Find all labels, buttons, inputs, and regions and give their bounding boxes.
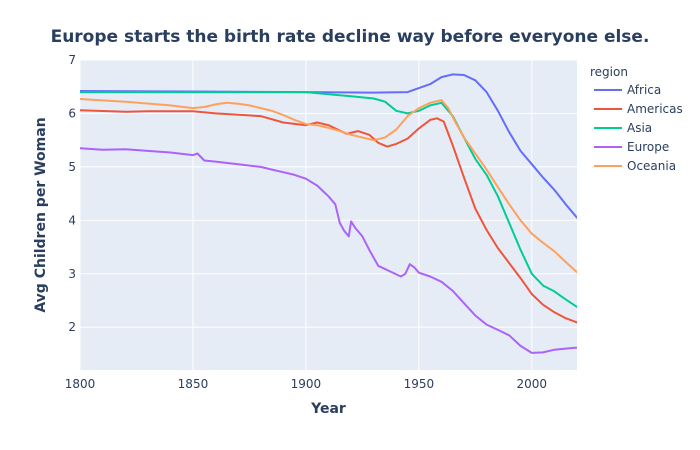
- legend-label: Europe: [627, 140, 669, 154]
- x-axis-title: Year: [310, 401, 346, 417]
- series-line-oceania: [80, 98, 577, 274]
- y-axis-ticks: 2 3 4 5 6 7: [68, 53, 76, 334]
- y-tick-label: 4: [68, 213, 76, 227]
- gridlines: [79, 59, 577, 370]
- legend-label: Americas: [627, 102, 683, 116]
- chart-title: Europe starts the birth rate decline way…: [51, 27, 650, 47]
- legend-item-americas[interactable]: Americas: [594, 102, 683, 116]
- y-tick-label: 6: [68, 106, 76, 120]
- legend-item-asia[interactable]: Asia: [594, 121, 652, 135]
- series-line-americas: [80, 109, 577, 324]
- legend-item-africa[interactable]: Africa: [594, 83, 661, 97]
- legend-label: Oceania: [627, 159, 676, 173]
- x-tick-label: 1850: [178, 377, 209, 391]
- y-tick-label: 2: [68, 320, 76, 334]
- legend-item-europe[interactable]: Europe: [594, 140, 669, 154]
- legend-title: region: [590, 65, 628, 79]
- series-line-africa: [80, 73, 577, 219]
- legend-item-oceania[interactable]: Oceania: [594, 159, 676, 173]
- x-tick-label: 1950: [404, 377, 435, 391]
- x-tick-label: 1900: [291, 377, 322, 391]
- plot-area: [80, 60, 577, 370]
- series-lines: [80, 73, 577, 354]
- legend: region Africa Americas Asia Europe Oceania: [590, 65, 683, 173]
- legend-label: Asia: [627, 121, 652, 135]
- y-tick-label: 5: [68, 160, 76, 174]
- series-line-europe: [80, 147, 577, 354]
- legend-label: Africa: [627, 83, 661, 97]
- y-axis-title: Avg Children per Woman: [33, 117, 49, 312]
- y-tick-label: 3: [68, 267, 76, 281]
- x-tick-label: 2000: [517, 377, 548, 391]
- series-line-asia: [80, 91, 577, 308]
- y-tick-label: 7: [68, 53, 76, 67]
- x-axis-ticks: 1800 1850 1900 1950 2000: [65, 377, 547, 391]
- x-tick-label: 1800: [65, 377, 96, 391]
